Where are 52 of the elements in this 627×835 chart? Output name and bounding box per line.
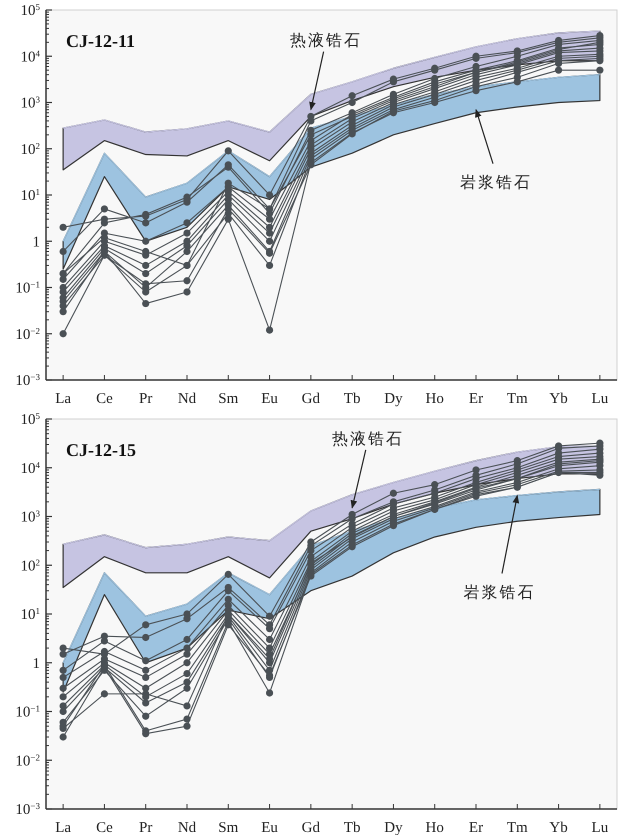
x-tick-label: Ho <box>426 391 444 407</box>
x-tick-label: Ho <box>426 820 444 835</box>
x-tick-label: Nd <box>178 820 197 835</box>
x-tick-label: Pr <box>139 391 152 407</box>
y-tick-label: 10$^{−3}$ <box>15 372 40 389</box>
x-tick-label: Tm <box>506 391 528 407</box>
annotation: 岩浆锆石 <box>460 174 532 192</box>
x-tick-label: Er <box>468 391 484 407</box>
x-tick-label: Ce <box>96 391 114 407</box>
y-tick-label: 1 <box>32 656 40 672</box>
x-tick-label: Gd <box>302 391 321 407</box>
y-tick-label: 10$^{−2}$ <box>15 326 40 343</box>
y-tick-label: 10$^{3}$ <box>20 508 40 526</box>
x-tick-label: Lu <box>592 391 609 407</box>
annotation: 热液锆石 <box>332 430 404 448</box>
x-tick-label: Lu <box>592 820 609 835</box>
x-tick-label: Er <box>468 820 484 835</box>
x-tick-label: Eu <box>261 820 278 835</box>
y-tick-label: 10$^{5}$ <box>20 2 40 19</box>
x-tick-label: Eu <box>261 391 278 407</box>
y-tick-label: 10$^{2}$ <box>20 557 40 574</box>
x-tick-label: Tb <box>344 820 360 835</box>
y-tick-label: 10$^{1}$ <box>20 187 40 204</box>
x-tick-label: Sm <box>218 391 239 407</box>
x-tick-label: Ce <box>96 820 114 835</box>
y-tick-label: 10$^{4}$ <box>20 48 40 66</box>
annotation: 岩浆锆石 <box>463 583 536 602</box>
x-tick-label: La <box>55 391 72 407</box>
x-tick-label: Tm <box>506 820 528 835</box>
y-tick-label: 10$^{2}$ <box>20 140 40 158</box>
text: CJ-12-11 <box>66 31 135 51</box>
y-tick-label: 10$^{5}$ <box>20 411 40 428</box>
y-tick-label: 10$^{−1}$ <box>15 704 40 720</box>
x-tick-label: Gd <box>302 820 321 835</box>
y-tick-label: 10$^{−1}$ <box>15 280 40 296</box>
x-tick-label: Yb <box>549 391 568 407</box>
annotation: 热液锆石 <box>290 32 362 50</box>
y-tick-label: 10$^{3}$ <box>20 94 40 112</box>
x-tick-label: La <box>55 820 72 835</box>
x-tick-label: Dy <box>384 820 404 835</box>
x-tick-label: Nd <box>178 391 197 407</box>
y-tick-label: 10$^{−3}$ <box>15 801 40 818</box>
y-tick-label: 1 <box>32 234 40 250</box>
x-tick-label: Dy <box>384 391 404 407</box>
y-tick-label: 10$^{4}$ <box>20 460 40 477</box>
text: CJ-12-15 <box>66 440 136 460</box>
x-tick-label: Yb <box>549 820 568 835</box>
y-tick-label: 10$^{−2}$ <box>15 752 40 770</box>
y-tick-label: 10$^{1}$ <box>20 606 40 623</box>
x-tick-label: Pr <box>139 820 152 835</box>
x-tick-label: Tb <box>344 391 360 407</box>
x-tick-label: Sm <box>218 820 239 835</box>
